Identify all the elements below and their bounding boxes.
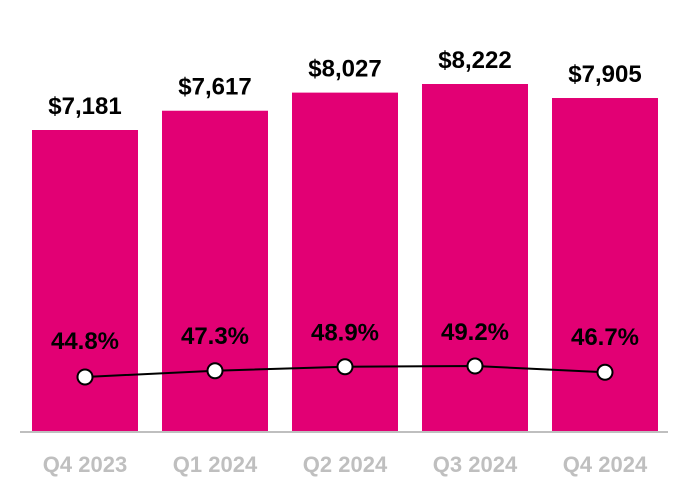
bar: [162, 110, 268, 432]
bar-value-label: $7,181: [48, 93, 121, 120]
line-point: [466, 357, 484, 375]
line-value-label: 44.8%: [51, 328, 119, 355]
line-value-label: 46.7%: [571, 324, 639, 351]
bar-series: [32, 84, 658, 433]
line-point: [206, 362, 224, 380]
line-value-label: 49.2%: [441, 319, 509, 346]
line-series: [76, 357, 614, 386]
x-tick-label: Q4 2023: [43, 452, 127, 477]
x-tick-label: Q1 2024: [173, 452, 258, 477]
x-tick-label: Q3 2024: [433, 452, 518, 477]
bar: [32, 130, 138, 432]
line-value-labels: 44.8% 47.3% 48.9% 49.2% 46.7%: [51, 319, 639, 355]
bar-value-label: $8,027: [308, 56, 381, 83]
line-point: [336, 358, 354, 376]
line-point: [76, 368, 94, 386]
bar-value-label: $7,905: [568, 61, 641, 88]
bar: [552, 98, 658, 432]
line-value-label: 47.3%: [181, 323, 249, 350]
x-tick-label: Q4 2024: [563, 452, 648, 477]
bar: [292, 92, 398, 433]
line-value-label: 48.9%: [311, 320, 379, 347]
x-tick-label: Q2 2024: [303, 452, 388, 477]
bar-value-label: $8,222: [438, 47, 511, 74]
bar-value-labels: $7,181 $7,617 $8,027 $8,222 $7,905: [48, 47, 641, 120]
line-point: [596, 363, 614, 381]
bar-value-label: $7,617: [178, 74, 251, 101]
x-axis-tick-labels: Q4 2023 Q1 2024 Q2 2024 Q3 2024 Q4 2024: [43, 452, 648, 477]
bar: [422, 84, 528, 432]
